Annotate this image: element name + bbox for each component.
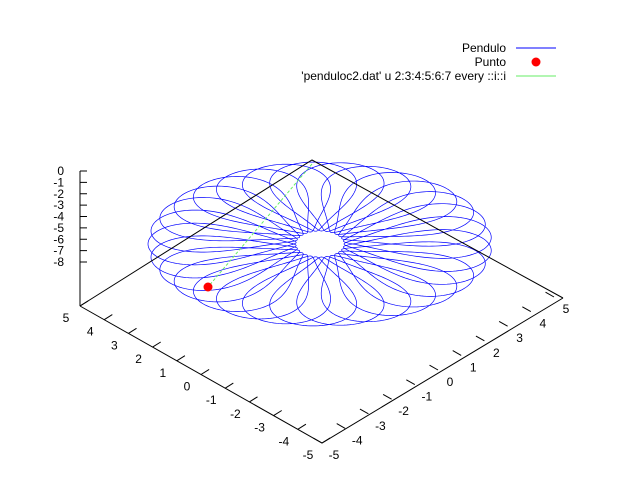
back-frame (79, 159, 564, 307)
z-tick-label: -8 (53, 255, 64, 269)
y-tick (200, 368, 210, 375)
axes-layer: 0-1-2-3-4-5-6-7-8-5-4-3-2-1012345543210-… (53, 159, 570, 462)
x-tick (498, 320, 508, 327)
x-tick-label: 1 (470, 360, 477, 374)
x-tick (406, 379, 416, 386)
x-tick-label: -4 (352, 433, 363, 447)
legend-swatch-punto (531, 57, 541, 67)
legend-label-vector: 'penduloc2.dat' u 2:3:4:5:6:7 every ::i:… (301, 69, 506, 83)
x-tick-label: 3 (516, 331, 523, 345)
x-tick-label: -3 (375, 419, 386, 433)
x-tick-label: 4 (539, 317, 546, 331)
punto-series-point (203, 282, 213, 292)
y-tick-label: -1 (206, 393, 217, 407)
x-tick-label: -5 (329, 448, 340, 462)
y-tick (321, 437, 331, 444)
y-tick (176, 355, 186, 362)
x-tick-label: 0 (447, 375, 454, 389)
z-tick-label: -1 (53, 175, 64, 189)
x-tick (313, 437, 323, 444)
y-tick-label: -4 (278, 434, 289, 448)
y-tick (297, 423, 307, 430)
pendulo-series-line (147, 161, 492, 327)
y-tick (152, 341, 161, 348)
z-tick-label: 0 (57, 164, 64, 178)
x-tick (522, 306, 532, 313)
pendulo-curve-layer (147, 161, 492, 327)
y-tick (103, 314, 113, 321)
point-layer (203, 282, 213, 292)
x-tick-label: 2 (493, 346, 500, 360)
y-tick-label: -2 (230, 407, 241, 421)
y-tick-label: 4 (87, 325, 94, 339)
y-tick (224, 382, 234, 389)
y-tick-label: 2 (135, 352, 142, 366)
x-tick (429, 364, 439, 371)
x-tick (545, 291, 555, 298)
y-tick-label: 5 (63, 311, 70, 325)
z-tick-label: -3 (53, 198, 64, 212)
y-tick-label: 3 (111, 338, 118, 352)
legend-label-pendulo: Pendulo (462, 41, 506, 55)
y-tick-label: -3 (254, 421, 265, 435)
x-tick (336, 423, 346, 429)
z-tick-label: -7 (53, 244, 64, 258)
vector-series-line (207, 163, 313, 288)
y-tick-label: -5 (303, 448, 314, 462)
x-tick-label: -1 (421, 390, 432, 404)
x-tick (452, 350, 462, 356)
base-frame (79, 297, 564, 444)
legend-label-punto: Punto (475, 55, 507, 69)
vector-layer (207, 163, 313, 288)
legend: Pendulo Punto 'penduloc2.dat' u 2:3:4:5:… (301, 41, 556, 83)
y-tick-label: 0 (184, 380, 191, 394)
x-tick (382, 393, 392, 400)
y-tick (273, 410, 282, 417)
x-tick (475, 335, 485, 342)
y-tick (128, 327, 137, 334)
z-tick-label: -4 (53, 210, 64, 224)
y-tick-label: 1 (159, 366, 166, 380)
x-tick (359, 408, 369, 415)
z-tick-label: -6 (53, 232, 64, 246)
z-tick-label: -2 (53, 187, 64, 201)
x-tick-label: 5 (563, 302, 570, 316)
z-tick-label: -5 (53, 221, 64, 235)
x-tick-label: -2 (398, 404, 409, 418)
y-tick (79, 300, 89, 307)
y-tick (249, 396, 258, 403)
